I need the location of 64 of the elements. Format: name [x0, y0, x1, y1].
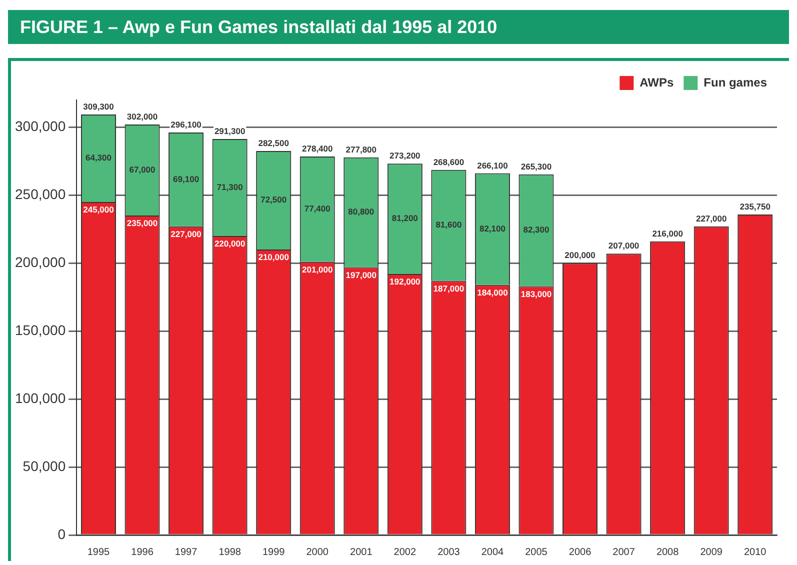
data-label: 227,000: [170, 229, 202, 240]
y-tick-label: 0: [58, 526, 66, 542]
x-tick-label: 2003: [438, 546, 460, 558]
data-label: 183,000: [520, 288, 552, 299]
x-tick-label: 2008: [656, 546, 680, 558]
data-label: 187,000: [433, 283, 464, 294]
total-label: 291,300: [214, 126, 246, 136]
data-label: 235,750: [740, 202, 771, 212]
data-label: 216,000: [652, 228, 684, 238]
data-label: 210,000: [258, 252, 290, 262]
x-tick-label: 2009: [700, 546, 723, 558]
total-label: 265,300: [520, 161, 552, 172]
x-tick-label: 2007: [612, 546, 636, 558]
data-label: 220,000: [214, 238, 246, 249]
data-label: 72,500: [260, 194, 287, 205]
data-label: 77,400: [304, 204, 331, 214]
total-label: 302,000: [126, 112, 158, 122]
data-label: 227,000: [696, 214, 727, 224]
data-label: 184,000: [477, 287, 508, 298]
x-tick-label: 1995: [87, 546, 110, 558]
data-label: 201,000: [302, 264, 333, 274]
data-label: 82,100: [479, 223, 506, 234]
total-label: 273,200: [390, 150, 421, 161]
x-tick-label: 2001: [350, 546, 373, 558]
data-label: 67,000: [129, 164, 156, 174]
x-tick-label: 1997: [174, 546, 198, 558]
data-label: 207,000: [608, 240, 640, 251]
total-label: 309,300: [83, 102, 114, 112]
data-label: 245,000: [83, 204, 114, 215]
data-label: 80,800: [348, 206, 374, 217]
legend-label: AWPs: [640, 75, 674, 90]
data-label: 71,300: [216, 182, 244, 192]
x-tick-label: 2004: [481, 546, 504, 558]
data-label: 235,000: [126, 218, 158, 228]
legend-label: Fun games: [704, 75, 768, 90]
x-tick-label: 1996: [131, 546, 154, 558]
x-tick-label: 2002: [394, 546, 416, 558]
x-tick-label: 1998: [218, 546, 242, 558]
total-label: 268,600: [433, 156, 464, 167]
y-tick-label: 300,000: [14, 118, 66, 134]
total-label: 282,500: [258, 138, 290, 148]
total-label: 296,100: [170, 120, 202, 130]
x-tick-label: 2000: [306, 546, 329, 558]
data-label: 69,100: [173, 174, 200, 184]
data-label: 197,000: [346, 270, 377, 280]
x-tick-label: 1999: [262, 546, 286, 558]
x-tick-label: 2006: [568, 546, 592, 558]
data-label: 82,300: [523, 224, 550, 235]
data-label: 81,200: [392, 213, 418, 224]
x-tick-label: 2005: [525, 546, 548, 558]
y-tick-label: 100,000: [14, 390, 66, 406]
y-tick-label: 250,000: [14, 186, 66, 202]
data-label: 81,600: [436, 220, 462, 230]
y-tick-label: 150,000: [14, 322, 66, 338]
total-label: 266,100: [477, 160, 508, 170]
data-label: 64,300: [85, 152, 112, 163]
total-label: 278,400: [302, 144, 333, 154]
y-tick-label: 200,000: [14, 254, 66, 270]
total-label: 277,800: [346, 144, 377, 154]
data-label: 192,000: [390, 276, 421, 287]
data-label: 200,000: [564, 250, 596, 260]
chart-title: FIGURE 1 – Awp e Fun Games installati dal 1995 al 2010: [8, 10, 789, 44]
y-tick-label: 50,000: [22, 458, 66, 474]
x-tick-label: 2010: [744, 546, 767, 558]
